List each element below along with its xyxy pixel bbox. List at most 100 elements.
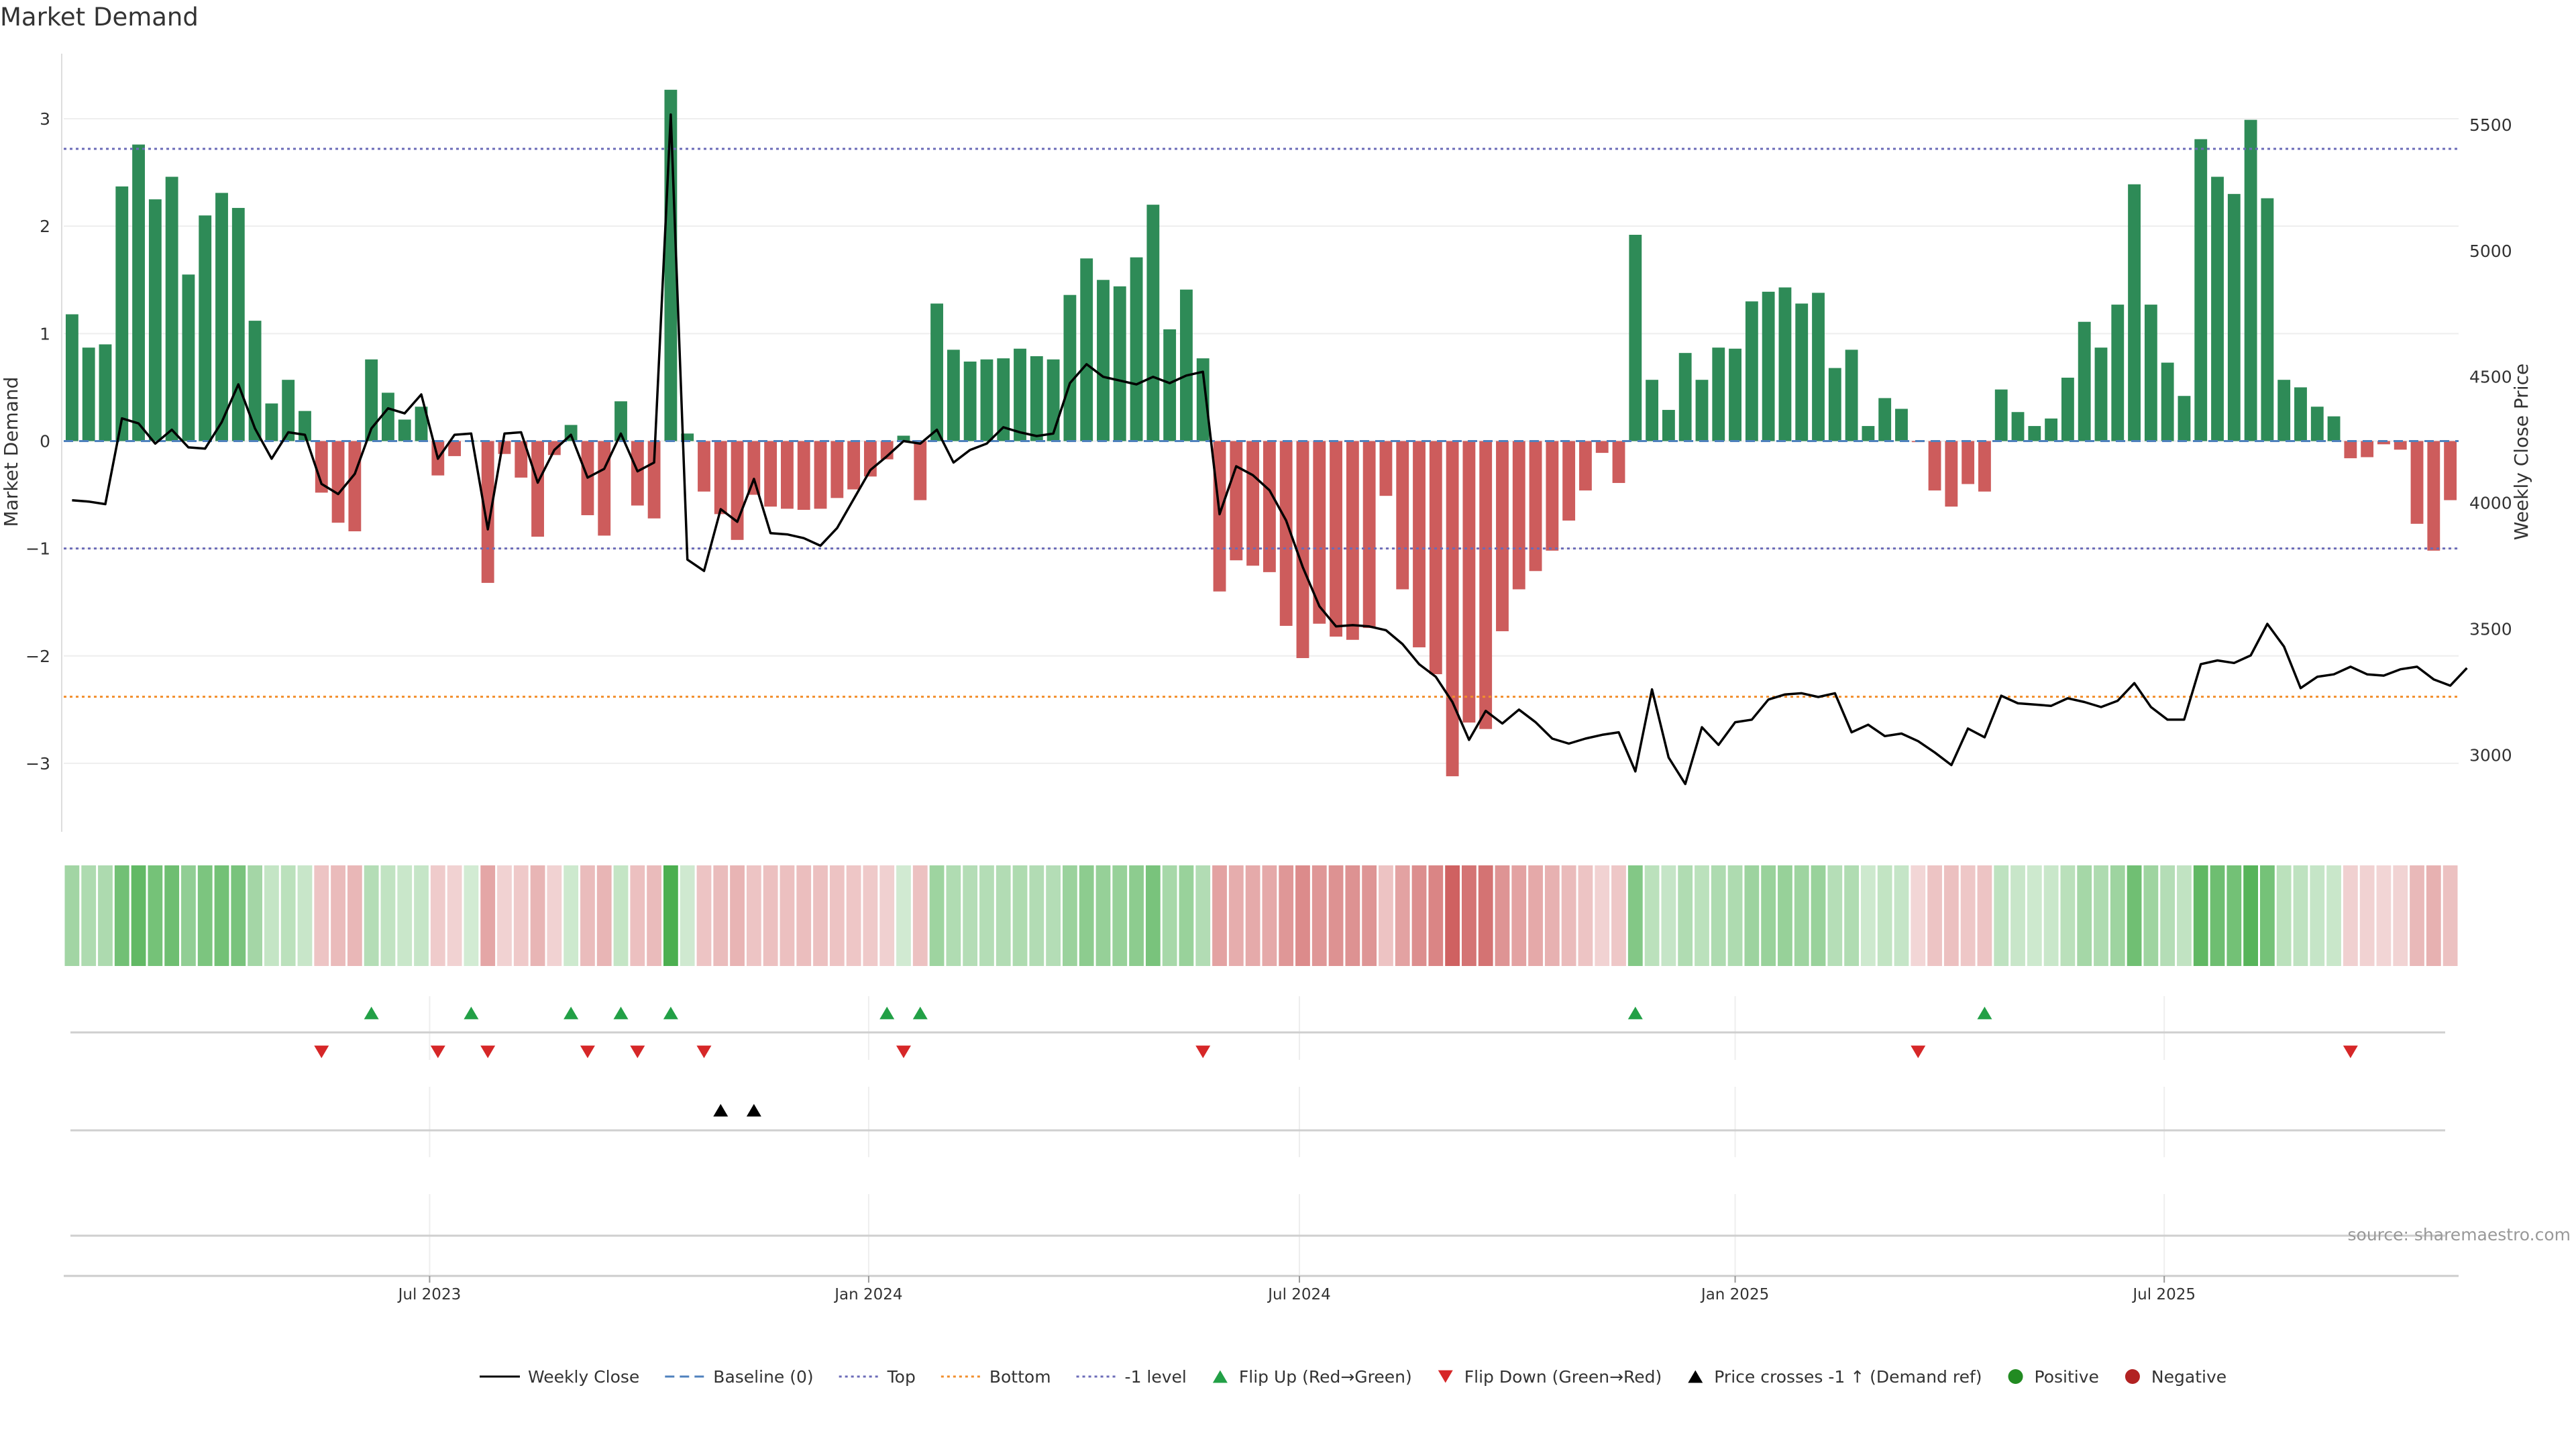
demand-heat-cell: [663, 865, 678, 966]
demand-heat-cell: [2276, 865, 2292, 966]
demand-heat-cell: [1212, 865, 1227, 966]
demand-bar: [265, 403, 278, 441]
demand-heat-cell: [1195, 865, 1211, 966]
demand-bar: [1196, 358, 1210, 441]
demand-heat-cell: [1544, 865, 1560, 966]
demand-heat-cell: [513, 865, 529, 966]
flip-up-marker: [564, 1006, 579, 1020]
dot-icon: [2008, 1369, 2023, 1384]
demand-heat-cell: [2110, 865, 2125, 966]
demand-heat-cell: [2226, 865, 2242, 966]
demand-bar: [1396, 441, 1409, 590]
demand-heat-cell: [64, 865, 80, 966]
demand-heat-cell: [297, 865, 313, 966]
demand-bar: [2327, 416, 2341, 441]
flip-up-marker: [1627, 1006, 1643, 1020]
demand-bar: [1928, 441, 1941, 491]
demand-bar: [2277, 380, 2291, 441]
y-tick-label: 3: [40, 109, 50, 129]
demand-heat-cell: [1578, 865, 1593, 966]
demand-heat-cell: [1379, 865, 1393, 966]
demand-bar: [1762, 291, 1775, 441]
x-tick-label: Jan 2024: [833, 1286, 902, 1303]
demand-heat-cell: [1262, 865, 1277, 966]
flip-up-marker: [464, 1006, 479, 1020]
x-tick-label: Jul 2023: [397, 1286, 462, 1303]
demand-bar: [997, 358, 1010, 441]
demand-bar: [199, 215, 212, 441]
demand-bar: [2011, 412, 2025, 441]
y-axis-label: Market Demand: [0, 377, 22, 527]
demand-heat-cell: [1145, 865, 1161, 966]
demand-bar: [82, 347, 95, 441]
demand-heat-cell: [447, 865, 462, 966]
demand-bar: [1845, 350, 1858, 441]
demand-bar: [2344, 441, 2357, 459]
demand-heat-cell: [497, 865, 512, 966]
demand-heat-cell: [2376, 865, 2392, 966]
demand-bar: [1496, 441, 1509, 631]
flip-up-marker: [663, 1006, 678, 1020]
flip-up-marker: [912, 1006, 928, 1020]
demand-bar: [2394, 441, 2407, 450]
demand-heat-cell: [1129, 865, 1144, 966]
demand-bar: [498, 441, 511, 454]
demand-bar: [1795, 303, 1809, 441]
flip-down-marker: [896, 1045, 911, 1059]
demand-bar: [1330, 441, 1342, 637]
demand-heat-cell: [2310, 865, 2325, 966]
demand-bar: [1695, 380, 1709, 441]
demand-heat-cell: [1328, 865, 1344, 966]
demand-bar: [1712, 347, 1725, 441]
demand-heat-cell: [1644, 865, 1660, 966]
demand-bar: [2194, 139, 2208, 441]
demand-heat-cell: [613, 865, 629, 966]
demand-heat-cell: [347, 865, 362, 966]
demand-heat-cell: [1079, 865, 1094, 966]
demand-heat-cell: [946, 865, 961, 966]
demand-bar: [797, 441, 810, 510]
demand-heat-cell: [1727, 865, 1743, 966]
demand-bar: [2361, 441, 2374, 458]
demand-heat-cell: [364, 865, 379, 966]
demand-bar: [1046, 359, 1060, 441]
legend-item: Price crosses -1 ↑ (Demand ref): [1688, 1367, 1982, 1387]
demand-heat-cell: [547, 865, 562, 966]
demand-bar: [1828, 368, 1841, 441]
flip-up-marker: [1977, 1006, 1992, 1020]
demand-heat-cell: [1827, 865, 1843, 966]
demand-heat-cell: [1678, 865, 1693, 966]
demand-bar: [2061, 377, 2074, 441]
demand-bar: [2078, 321, 2091, 441]
demand-bar: [547, 441, 561, 455]
demand-bar: [148, 199, 162, 441]
demand-heat-cell: [480, 865, 496, 966]
demand-heat-cell: [1228, 865, 1244, 966]
demand-heat-cell: [1711, 865, 1726, 966]
demand-bar: [830, 441, 844, 498]
demand-heat-cell: [2326, 865, 2341, 966]
flip-up-marker: [879, 1006, 895, 1020]
demand-heat-cell: [713, 865, 729, 966]
y2-tick-label: 5500: [2469, 115, 2512, 135]
demand-heat-cell: [2177, 865, 2192, 966]
demand-bar: [2261, 198, 2274, 441]
demand-heat-cell: [98, 865, 113, 966]
legend-item: -1 level: [1076, 1367, 1187, 1387]
demand-heat-cell: [580, 865, 595, 966]
demand-heat-cell: [996, 865, 1011, 966]
demand-heat-cell: [464, 865, 479, 966]
demand-heat-cell: [197, 865, 213, 966]
demand-heat-cell: [214, 865, 229, 966]
demand-bar: [481, 441, 494, 583]
demand-heat-cell: [2243, 865, 2258, 966]
demand-bar: [1745, 301, 1758, 441]
demand-bar: [1063, 294, 1077, 441]
demand-bar: [1646, 380, 1659, 441]
flip-down-marker: [480, 1045, 496, 1059]
demand-bar: [2161, 362, 2174, 441]
demand-heat-cell: [1179, 865, 1194, 966]
legend: Weekly Close Baseline (0) Top Bottom -1 leve…: [480, 1367, 2226, 1387]
demand-bar: [1014, 348, 1026, 441]
demand-bar: [1595, 441, 1609, 453]
